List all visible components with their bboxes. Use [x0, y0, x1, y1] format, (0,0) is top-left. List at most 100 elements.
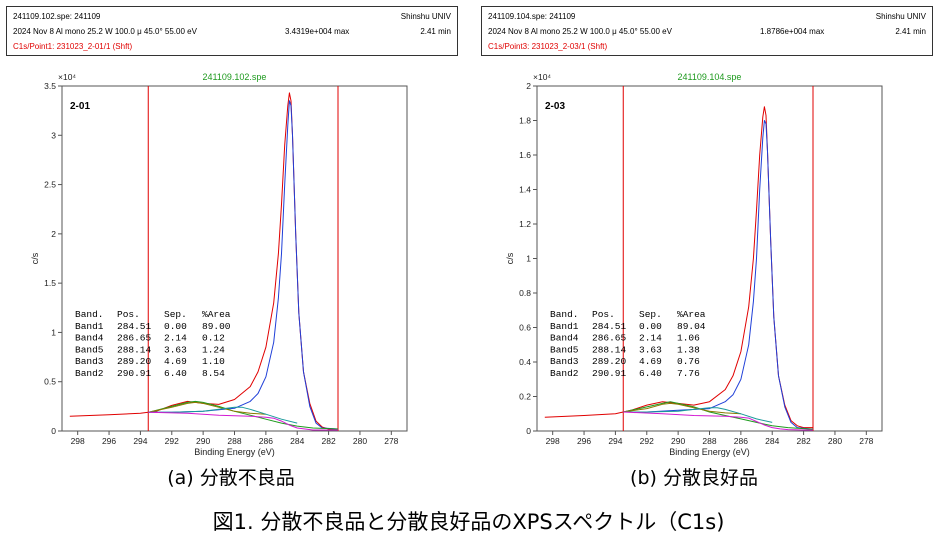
band-table-cell: 6.40 — [164, 368, 187, 379]
y-multiplier: ×10⁴ — [58, 72, 76, 82]
band-table-cell: 1.10 — [202, 356, 225, 367]
band-table-header: %Area — [202, 309, 231, 320]
file-name: 241109.102.spe: 241109 — [13, 12, 101, 21]
chart-title: 241109.104.spe — [678, 72, 742, 82]
max-counts: 3.4319e+004 max — [285, 27, 350, 36]
plot-area — [61, 85, 408, 432]
y-tick-label: 0 — [51, 426, 56, 436]
band-table-cell: 288.14 — [117, 344, 152, 355]
xps-chart-b: 298 296 294 292 290 288 286 284 282 280 278 0 0.2 0.4… — [505, 72, 883, 457]
band-table-cell: 3.63 — [639, 344, 662, 355]
x-axis-label: Binding Energy (eV) — [194, 447, 275, 457]
band-table-cell: 284.51 — [592, 321, 627, 332]
y-tick-label: 1.4 — [519, 185, 531, 195]
x-tick-label: 298 — [546, 436, 560, 446]
spectrum-panel-b: 241109.104.spe: 241109 Shinshu UNIV 2024… — [475, 0, 937, 489]
band-table-cell: 0.00 — [639, 321, 662, 332]
x-tick-label: 280 — [353, 436, 367, 446]
info-box: 241109.104.spe: 241109 Shinshu UNIV 2024… — [481, 6, 933, 56]
band-table-cell: 3.63 — [164, 344, 187, 355]
y-tick-label: 2 — [51, 229, 56, 239]
measurement-conditions: 2024 Nov 8 Al mono 25.2 W 100.0 μ 45.0° … — [13, 27, 197, 36]
y-tick-label: 1.6 — [519, 150, 531, 160]
x-axis-label: Binding Energy (eV) — [669, 447, 750, 457]
x-tick-label: 294 — [608, 436, 622, 446]
band-table-cell: 290.91 — [117, 368, 152, 379]
band-table-cell: 4.69 — [639, 356, 662, 367]
region-label: C1s/Point1: 231023_2-01/1 (Shft) — [13, 42, 133, 51]
band-table-cell: 286.65 — [592, 333, 627, 344]
x-tick-label: 278 — [859, 436, 873, 446]
acquisition-time: 2.41 min — [420, 27, 451, 36]
x-tick-label: 282 — [321, 436, 335, 446]
band-table-cell: 89.00 — [202, 321, 231, 332]
region-label: C1s/Point3: 231023_2-03/1 (Shft) — [488, 42, 608, 51]
x-tick-label: 298 — [71, 436, 85, 446]
organization: Shinshu UNIV — [875, 12, 926, 21]
band-table-header: Sep. — [639, 309, 662, 320]
band-table-cell: 89.04 — [677, 321, 706, 332]
xps-chart-a: 298 296 294 292 290 288 286 284 282 280 278 0 0.5 1 1.… — [30, 72, 408, 457]
y-tick-label: 0.6 — [519, 323, 531, 333]
band-table-cell: Band4 — [75, 333, 104, 344]
y-tick-label: 1.8 — [519, 116, 531, 126]
plot-area — [536, 85, 883, 432]
band-table-header: Sep. — [164, 309, 187, 320]
band-table-cell: Band2 — [75, 368, 104, 379]
band-table-header: %Area — [677, 309, 706, 320]
band-table-cell: 8.54 — [202, 368, 225, 379]
y-tick-label: 1.5 — [44, 278, 56, 288]
x-tick-label: 288 — [227, 436, 241, 446]
info-box: 241109.102.spe: 241109 Shinshu UNIV 2024… — [6, 6, 458, 56]
x-tick-label: 296 — [102, 436, 116, 446]
band-table-header: Pos. — [592, 309, 615, 320]
x-tick-label: 290 — [196, 436, 210, 446]
band-table-cell: 0.00 — [164, 321, 187, 332]
band-table-cell: Band5 — [75, 344, 104, 355]
y-tick-label: 0.8 — [519, 288, 531, 298]
y-tick-label: 2 — [526, 81, 531, 91]
band-table-cell: Band2 — [550, 368, 579, 379]
chart-title: 241109.102.spe — [203, 72, 267, 82]
series-line-olive — [623, 402, 741, 415]
band-table-cell: 1.24 — [202, 344, 225, 355]
band-table-cell: Band3 — [550, 356, 579, 367]
x-tick-label: 286 — [259, 436, 273, 446]
y-tick-label: 0.5 — [44, 377, 56, 387]
spectrum-panel-a: 241109.102.spe: 241109 Shinshu UNIV 2024… — [0, 0, 462, 489]
y-tick-label: 3.5 — [44, 81, 56, 91]
sample-label: 2-03 — [545, 101, 565, 112]
band-table-cell: 1.38 — [677, 344, 700, 355]
y-tick-label: 1.2 — [519, 219, 531, 229]
band-table-cell: 284.51 — [117, 321, 152, 332]
series-line-blue — [623, 120, 814, 430]
x-tick-label: 288 — [702, 436, 716, 446]
band-table-cell: Band1 — [550, 321, 579, 332]
x-tick-label: 294 — [133, 436, 147, 446]
panel-caption: (a) 分散不良品 — [167, 467, 295, 489]
band-table-cell: 286.65 — [117, 333, 152, 344]
y-tick-label: 0 — [526, 426, 531, 436]
y-tick-label: 0.2 — [519, 392, 531, 402]
band-table-header: Band. — [75, 309, 104, 320]
band-table-header: Band. — [550, 309, 579, 320]
y-axis-label: c/s — [505, 252, 515, 264]
figure-caption: 図1. 分散不良品と分散良好品のXPSスペクトル（C1s) — [212, 510, 725, 534]
y-multiplier: ×10⁴ — [533, 72, 551, 82]
band-table-cell: 289.20 — [592, 356, 627, 367]
max-counts: 1.8786e+004 max — [760, 27, 825, 36]
band-table-cell: Band1 — [75, 321, 104, 332]
y-tick-label: 1 — [51, 327, 56, 337]
panel-caption: (b) 分散良好品 — [630, 467, 758, 489]
band-table-cell: Band3 — [75, 356, 104, 367]
x-tick-label: 282 — [796, 436, 810, 446]
y-tick-label: 1 — [526, 254, 531, 264]
x-tick-label: 284 — [290, 436, 304, 446]
series-line-magenta — [148, 411, 338, 431]
series-line-magenta — [623, 411, 813, 431]
band-table-cell: 0.12 — [202, 333, 225, 344]
series-line-blue — [148, 100, 339, 430]
y-axis-label: c/s — [30, 252, 40, 264]
y-tick-label: 3 — [51, 130, 56, 140]
series-line-teal — [148, 406, 298, 424]
